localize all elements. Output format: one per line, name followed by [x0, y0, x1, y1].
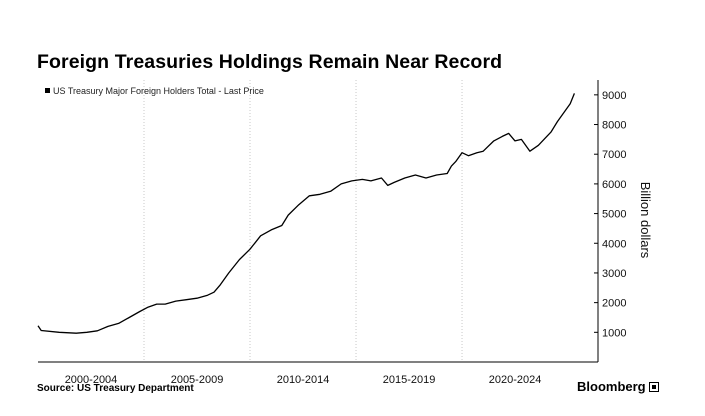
chart-title: Foreign Treasuries Holdings Remain Near …: [37, 51, 503, 73]
x-tick-label: 2015-2019: [383, 374, 436, 386]
x-ticks: 2000-2004 2005-2009 2010-2014 2015-2019 2020…: [65, 374, 542, 386]
y-ticks: 1000 2000 3000 4000 5000 6000 7000 8000 9000: [594, 90, 626, 339]
y-tick-label: 3000: [602, 268, 626, 280]
y-tick-label: 1000: [602, 327, 626, 339]
brand-logo: Bloomberg: [577, 379, 659, 394]
source-note: Source: US Treasury Department: [37, 383, 194, 394]
y-tick-label: 2000: [602, 298, 626, 310]
y-axis-label: Billion dollars: [638, 182, 653, 259]
y-tick-label: 6000: [602, 179, 626, 191]
y-tick-label: 5000: [602, 209, 626, 221]
series-line: [37, 93, 576, 334]
x-tick-label: 2005-2009: [171, 374, 224, 386]
brand-name: Bloomberg: [577, 379, 646, 394]
y-tick-label: 8000: [602, 120, 626, 132]
x-grid: [143, 80, 463, 362]
legend-swatch: [45, 88, 50, 93]
series-layer: [37, 93, 576, 334]
y-tick-label: 4000: [602, 238, 626, 250]
x-tick-label: 2020-2024: [489, 374, 542, 386]
legend: US Treasury Major Foreign Holders Total …: [45, 86, 264, 96]
y-tick-label: 7000: [602, 149, 626, 161]
y-tick-label: 9000: [602, 90, 626, 102]
x-tick-label: 2000-2004: [65, 374, 118, 386]
legend-label: US Treasury Major Foreign Holders Total …: [53, 86, 264, 96]
bloomberg-box-icon: [648, 381, 659, 392]
x-tick-label: 2010-2014: [277, 374, 330, 386]
